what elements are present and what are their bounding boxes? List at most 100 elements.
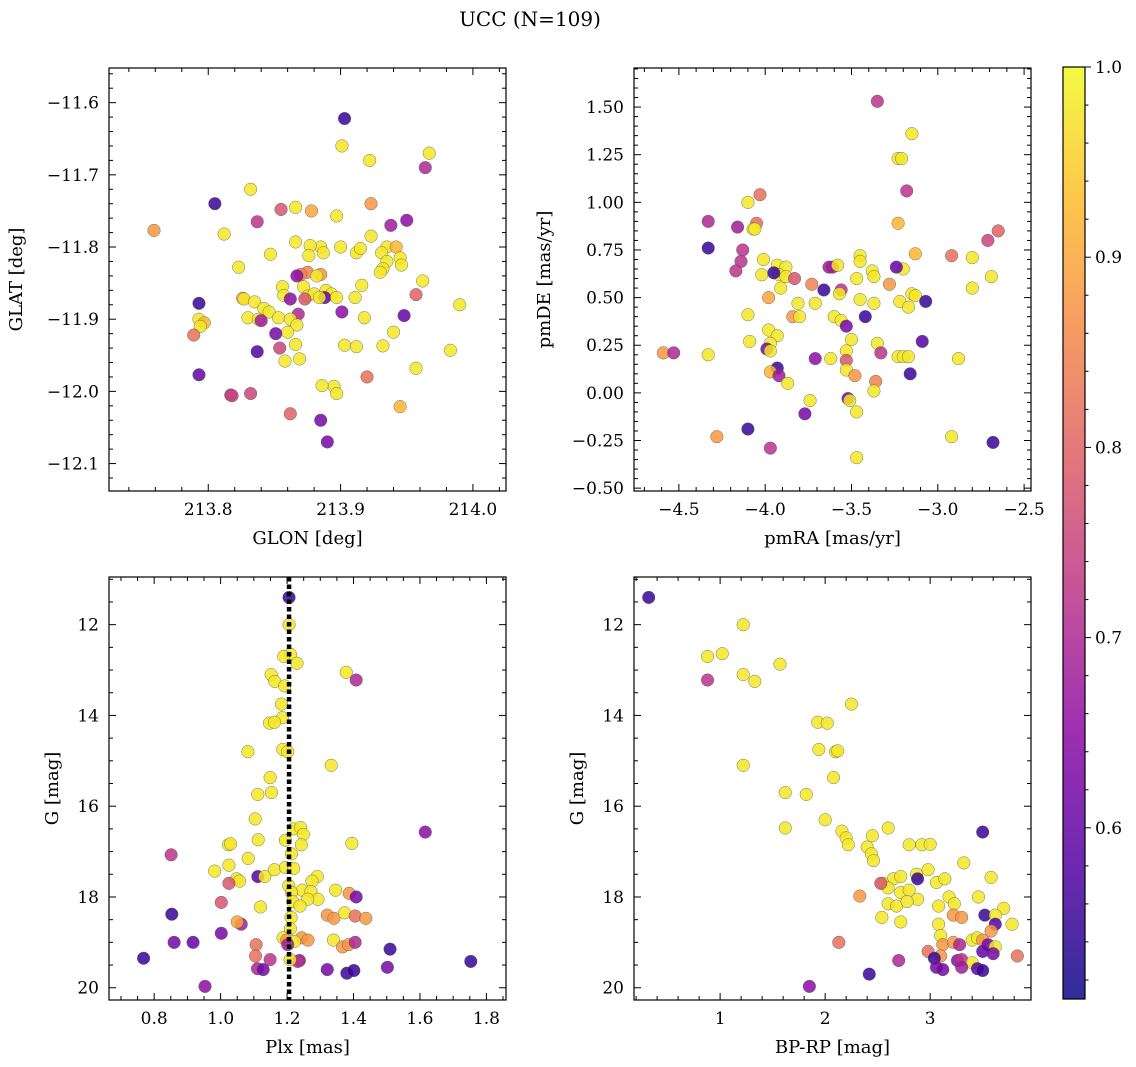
plot-frame bbox=[633, 576, 1032, 1001]
data-point bbox=[894, 915, 908, 929]
data-point bbox=[844, 333, 858, 347]
data-point bbox=[164, 848, 178, 862]
data-point bbox=[848, 369, 862, 383]
data-point bbox=[882, 277, 896, 291]
data-point bbox=[803, 393, 817, 407]
data-point bbox=[217, 227, 231, 241]
data-point bbox=[832, 935, 846, 949]
data-point bbox=[701, 214, 715, 228]
data-point bbox=[249, 949, 263, 963]
data-point bbox=[900, 895, 914, 909]
data-point bbox=[984, 924, 998, 938]
data-point bbox=[393, 400, 407, 414]
data-point bbox=[383, 942, 397, 956]
data-point bbox=[338, 338, 352, 352]
data-point bbox=[911, 872, 925, 886]
colorbar-tick-label: 0.7 bbox=[1095, 629, 1122, 649]
data-point bbox=[1005, 917, 1019, 931]
data-point bbox=[320, 963, 334, 977]
plot-frame bbox=[108, 67, 507, 492]
data-point bbox=[874, 346, 888, 360]
data-point bbox=[244, 387, 258, 401]
y-axis-label: G [mag] bbox=[42, 752, 63, 825]
data-point bbox=[772, 369, 786, 383]
data-point bbox=[290, 269, 304, 283]
data-point bbox=[273, 341, 287, 355]
data-point bbox=[642, 590, 656, 604]
data-point bbox=[192, 296, 206, 310]
data-point bbox=[923, 837, 937, 851]
data-point bbox=[315, 379, 329, 393]
x-tick-label: −4.5 bbox=[658, 500, 699, 520]
data-point bbox=[827, 771, 841, 785]
data-point bbox=[320, 435, 334, 449]
data-point bbox=[335, 139, 349, 153]
data-point bbox=[976, 963, 990, 977]
data-point bbox=[844, 697, 858, 711]
data-point bbox=[891, 216, 905, 230]
data-point bbox=[853, 293, 867, 307]
data-point bbox=[812, 742, 826, 756]
y-tick-label: 12 bbox=[602, 616, 624, 636]
data-point bbox=[397, 309, 411, 323]
y-tick-label: 1.50 bbox=[586, 98, 624, 118]
data-point bbox=[932, 917, 946, 931]
data-point bbox=[222, 858, 236, 872]
x-tick-label: 214.0 bbox=[449, 500, 498, 520]
data-point bbox=[936, 963, 950, 977]
data-point bbox=[908, 289, 922, 303]
data-point bbox=[147, 223, 161, 237]
data-point bbox=[274, 202, 288, 216]
scatter-points bbox=[656, 94, 1005, 465]
data-point bbox=[453, 298, 467, 312]
x-axis-label: GLON [deg] bbox=[252, 528, 362, 549]
y-axis-label: pmDE [mas/yr] bbox=[534, 211, 555, 349]
data-point bbox=[314, 413, 328, 427]
data-point bbox=[802, 979, 816, 993]
data-point bbox=[256, 963, 270, 977]
data-point bbox=[743, 334, 757, 348]
data-point bbox=[799, 787, 813, 801]
data-point bbox=[763, 441, 777, 455]
y-tick-label: 0.75 bbox=[586, 241, 624, 261]
data-point bbox=[376, 339, 390, 353]
data-point bbox=[355, 278, 369, 292]
data-point bbox=[416, 274, 430, 288]
y-tick-label: 0.50 bbox=[586, 289, 624, 309]
data-point bbox=[347, 963, 361, 977]
data-point bbox=[818, 813, 832, 827]
data-point bbox=[870, 94, 884, 108]
data-point bbox=[667, 346, 681, 360]
colorbar-frame bbox=[1062, 66, 1086, 1000]
data-point bbox=[409, 361, 423, 375]
panel-pmra-pmde: −4.5 −4.0 −3.5 −3.0 −2.5 −0.50 −0.25 0.00 0.25 0.… bbox=[534, 67, 1045, 549]
data-point bbox=[290, 656, 304, 670]
x-axis-label: BP-RP [mag] bbox=[775, 1037, 890, 1058]
data-point bbox=[334, 240, 348, 254]
x-tick-label: −2.5 bbox=[1003, 500, 1044, 520]
data-point bbox=[253, 900, 267, 914]
data-point bbox=[250, 345, 264, 359]
panel-glon-glat: 213.8 213.9 214.0 −11.6 −11.7 −11.8 −11.9 −12.0… bbox=[6, 67, 507, 549]
data-point bbox=[329, 883, 343, 897]
data-point bbox=[778, 821, 792, 835]
data-point bbox=[901, 300, 915, 314]
data-point bbox=[301, 933, 315, 947]
data-point bbox=[263, 771, 277, 785]
data-point bbox=[947, 897, 961, 911]
tick-marks bbox=[109, 577, 506, 1000]
colorbar-tick-label: 0.9 bbox=[1095, 248, 1122, 268]
data-point bbox=[773, 657, 787, 671]
data-point bbox=[267, 715, 281, 729]
y-tick-label: 0.00 bbox=[586, 384, 624, 404]
data-point bbox=[986, 947, 1000, 961]
y-tick-label: 20 bbox=[77, 979, 99, 999]
data-point bbox=[862, 967, 876, 981]
data-point bbox=[955, 960, 969, 974]
y-tick-label: 18 bbox=[77, 888, 99, 908]
panel-plx-g: 0.8 1.0 1.2 1.4 1.6 1.8 12 14 16 18 20 Plx [mas] G [… bbox=[42, 576, 507, 1058]
scatter-points bbox=[137, 590, 478, 993]
data-point bbox=[271, 311, 285, 325]
y-tick-label: 14 bbox=[602, 706, 624, 726]
